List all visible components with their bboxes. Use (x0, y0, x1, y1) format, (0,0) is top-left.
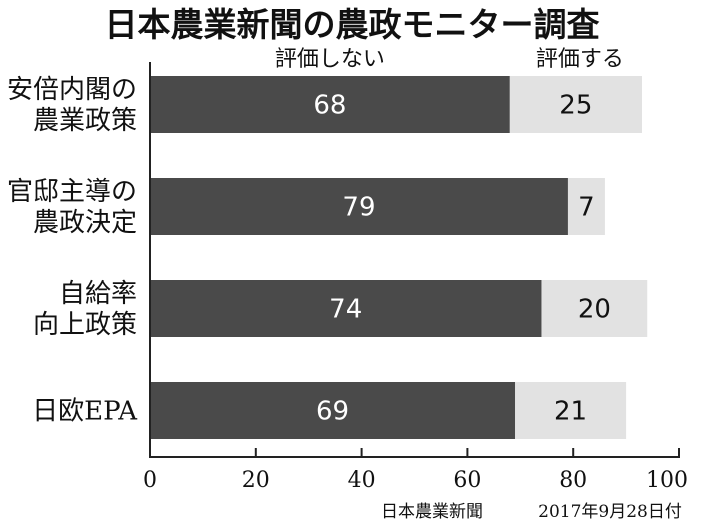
legend-label-positive: 評価する (536, 47, 624, 72)
data-label-negative: 79 (342, 193, 375, 223)
legend-label-negative: 評価しない (275, 47, 385, 72)
bar-positive (541, 280, 648, 337)
category-label: 農政決定 (33, 208, 137, 238)
chart-title: 日本農業新聞の農政モニター調査 (105, 5, 600, 44)
category-label: 自給率 (59, 279, 137, 309)
x-tick-label: 20 (242, 468, 270, 493)
data-label-positive: 21 (554, 397, 587, 427)
source-credit: 日本農業新聞 (381, 502, 483, 522)
bar-positive (515, 382, 627, 439)
data-label-negative: 68 (313, 91, 346, 121)
x-tick-label: 80 (559, 468, 587, 493)
bar-negative (150, 178, 568, 235)
bar-negative (150, 76, 510, 133)
category-label: 向上政策 (33, 310, 137, 340)
bar-negative (150, 280, 542, 337)
category-label: 官邸主導の (7, 177, 137, 207)
data-label-positive: 20 (578, 295, 611, 325)
category-label: 日欧EPA (32, 397, 138, 427)
data-label-negative: 69 (316, 397, 349, 427)
x-tick-label: 100 (646, 468, 688, 493)
x-tick-label: 0 (143, 468, 157, 493)
x-tick-label: 60 (453, 468, 481, 493)
publication-date: 2017年9月28日付 (538, 502, 682, 522)
bar-positive (509, 76, 642, 133)
bar-negative (150, 382, 516, 439)
x-tick-label: 40 (348, 468, 376, 493)
category-label: 安倍内閣の (7, 75, 137, 105)
data-label-negative: 74 (329, 295, 362, 325)
data-label-positive: 25 (559, 91, 592, 121)
category-label: 農業政策 (33, 106, 137, 136)
bar-positive (567, 178, 605, 235)
data-label-positive: 7 (578, 193, 595, 223)
